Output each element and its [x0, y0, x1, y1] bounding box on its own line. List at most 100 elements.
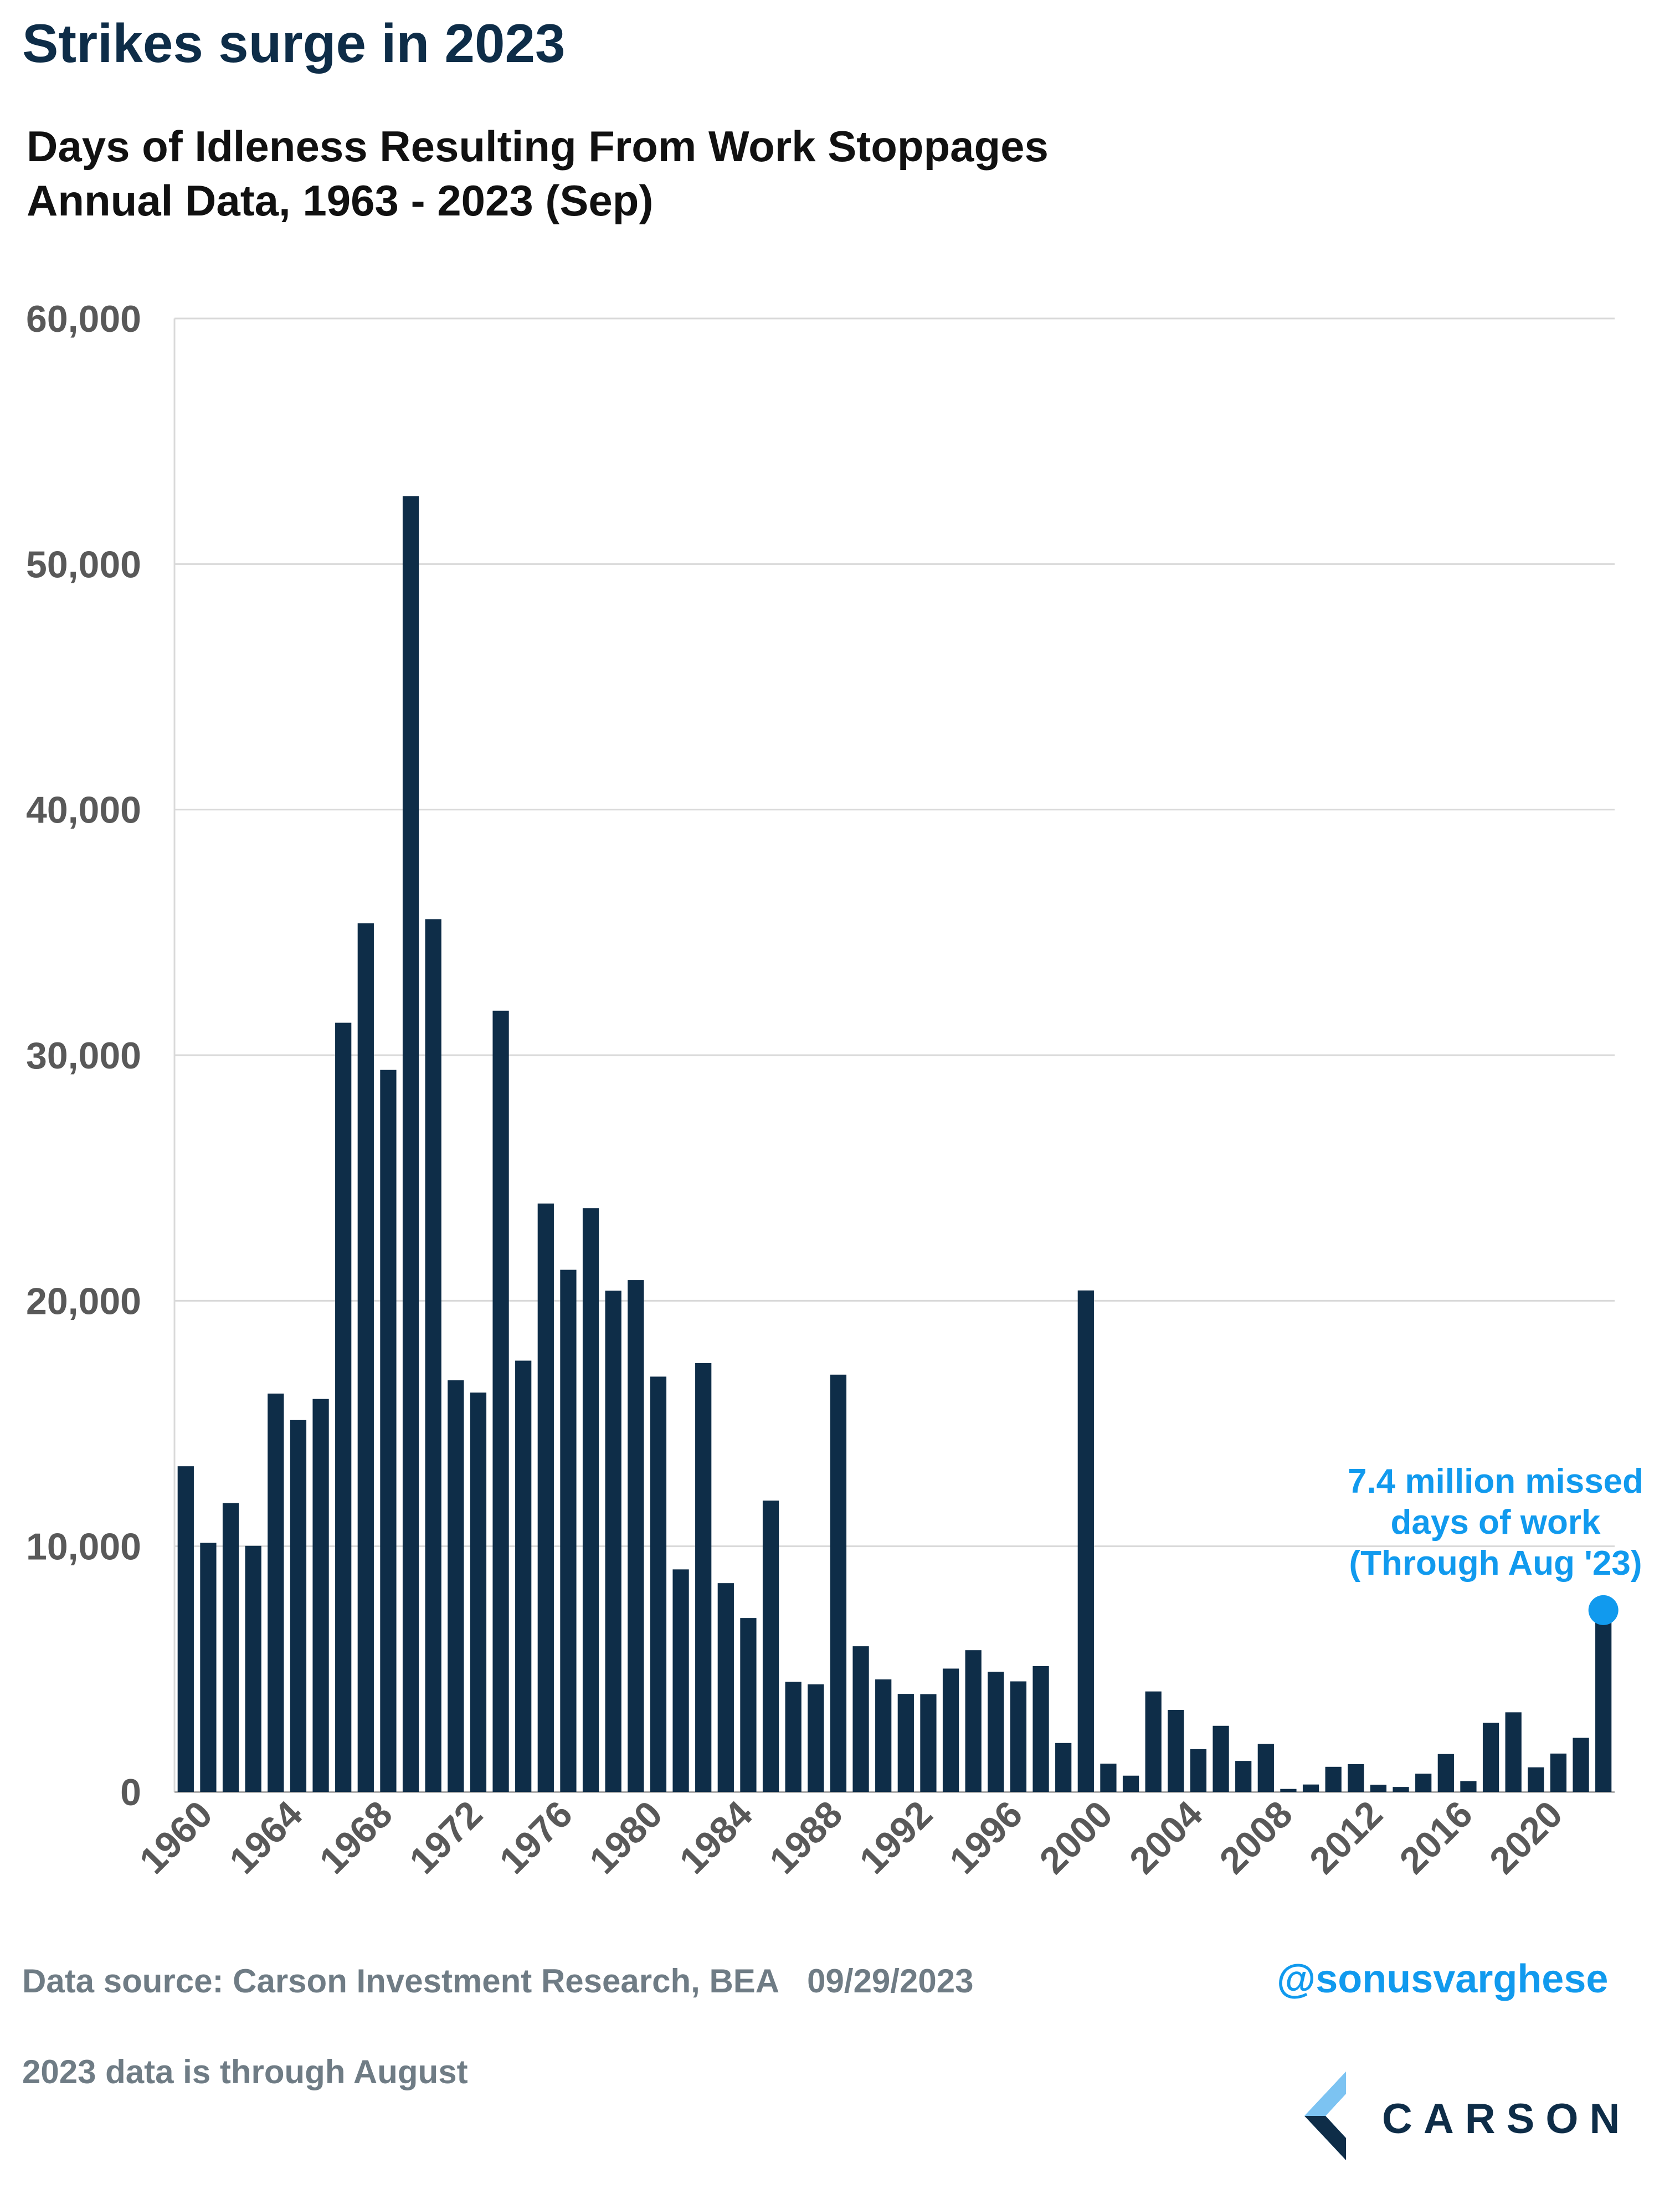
bar: [1257, 1744, 1274, 1792]
bar: [695, 1363, 712, 1792]
headline: Strikes surge in 2023: [22, 13, 566, 74]
bar: [402, 496, 419, 1792]
bar: [1550, 1753, 1567, 1792]
bar: [1325, 1766, 1342, 1792]
bar: [808, 1684, 824, 1792]
x-tick-label: 1968: [311, 1793, 400, 1882]
bars: [177, 496, 1612, 1792]
bar: [448, 1380, 464, 1792]
bar: [1415, 1774, 1432, 1792]
bar: [470, 1393, 487, 1792]
bar: [1482, 1723, 1499, 1792]
bar: [312, 1399, 329, 1792]
subtitle-line-2: Annual Data, 1963 - 2023 (Sep): [27, 176, 654, 225]
author-handle: @sonusvarghese: [1277, 1957, 1609, 2001]
bar: [1010, 1681, 1027, 1792]
bar: [177, 1466, 194, 1792]
bar: [988, 1672, 1004, 1792]
carson-logo-wordmark: CARSON: [1382, 2095, 1631, 2142]
chart-subtitle: Days of Idleness Resulting From Work Sto…: [27, 119, 1049, 228]
bar: [268, 1393, 284, 1792]
carson-logo: CARSON: [1293, 2072, 1620, 2160]
x-tick-label: 2008: [1211, 1793, 1301, 1882]
bar: [335, 1023, 352, 1792]
data-source-text: Data source: Carson Investment Research,…: [22, 1962, 780, 2000]
y-tick-label: 20,000: [26, 1280, 141, 1322]
x-tick-label: 2004: [1122, 1793, 1211, 1882]
bar: [1100, 1764, 1117, 1792]
bar: [942, 1668, 959, 1792]
bar: [830, 1374, 847, 1792]
bar: [1437, 1754, 1454, 1792]
x-tick-label: 1964: [222, 1793, 311, 1882]
bar: [425, 919, 441, 1792]
bar: [1213, 1725, 1229, 1792]
bar: [1528, 1767, 1544, 1792]
annotation-text-line: (Through Aug '23): [1349, 1544, 1642, 1582]
bar: [1122, 1775, 1139, 1792]
x-tick-label: 2016: [1391, 1793, 1481, 1882]
annotation-text-line: 7.4 million missed: [1348, 1462, 1643, 1501]
bar: [492, 1010, 509, 1792]
x-tick-label: 1996: [942, 1793, 1031, 1882]
y-tick-label: 0: [120, 1771, 141, 1813]
bar: [1145, 1691, 1162, 1792]
x-tick-label: 1992: [851, 1793, 941, 1882]
carson-logo-mark-icon: [1304, 2072, 1346, 2160]
y-tick-label: 10,000: [26, 1526, 141, 1568]
bar: [852, 1646, 869, 1792]
bar: [605, 1291, 621, 1792]
bar: [762, 1501, 779, 1792]
annotation-text-line: days of work: [1391, 1503, 1601, 1542]
bar: [1595, 1610, 1612, 1792]
bar: [537, 1203, 554, 1792]
y-tick-label: 30,000: [26, 1035, 141, 1077]
x-tick-label: 1976: [491, 1793, 580, 1882]
y-tick-label: 50,000: [26, 543, 141, 585]
bar: [1190, 1749, 1207, 1792]
bar: [582, 1208, 599, 1792]
bar: [920, 1694, 937, 1792]
bar: [357, 923, 374, 1792]
bar: [650, 1376, 667, 1792]
bar: [515, 1360, 532, 1792]
bar: [200, 1543, 217, 1792]
bar: [1032, 1666, 1049, 1792]
y-tick-label: 60,000: [26, 298, 141, 340]
bar: [1460, 1781, 1477, 1792]
bar: [1302, 1784, 1319, 1792]
bar: [897, 1694, 914, 1792]
annotation-marker: [1588, 1595, 1619, 1625]
subtitle-line-1: Days of Idleness Resulting From Work Sto…: [27, 122, 1049, 171]
bar: [875, 1679, 892, 1792]
x-tick-label: 2000: [1031, 1793, 1121, 1882]
bar: [1280, 1789, 1297, 1792]
bar: [1168, 1709, 1184, 1792]
bar: [1055, 1743, 1072, 1792]
bar: [245, 1545, 261, 1792]
x-tick-label: 1984: [671, 1793, 761, 1882]
bar: [628, 1280, 644, 1792]
bar: [1370, 1785, 1387, 1792]
bar: [290, 1420, 307, 1792]
data-note: 2023 data is through August: [22, 2053, 468, 2090]
bar: [1573, 1738, 1589, 1792]
bar: [785, 1682, 802, 1792]
y-tick-label: 40,000: [26, 789, 141, 831]
bar: [1393, 1787, 1409, 1792]
bar: [740, 1618, 757, 1792]
x-tick-label: 2012: [1302, 1793, 1391, 1882]
x-tick-label: 1972: [402, 1793, 491, 1882]
bar: [1505, 1712, 1522, 1792]
bar: [1077, 1290, 1094, 1792]
x-tick-label: 1988: [762, 1793, 851, 1882]
x-tick-label: 1980: [582, 1793, 671, 1882]
bar: [380, 1070, 397, 1792]
bar: [222, 1503, 239, 1792]
bar-chart: 0 10,000 20,000 30,000 40,000 50,000 60,000 19…: [26, 298, 1643, 1882]
data-source: Data source: Carson Investment Research,…: [22, 1962, 973, 2000]
data-source-date: 09/29/2023: [807, 1962, 974, 2000]
bar: [965, 1650, 982, 1792]
bar: [560, 1270, 577, 1792]
